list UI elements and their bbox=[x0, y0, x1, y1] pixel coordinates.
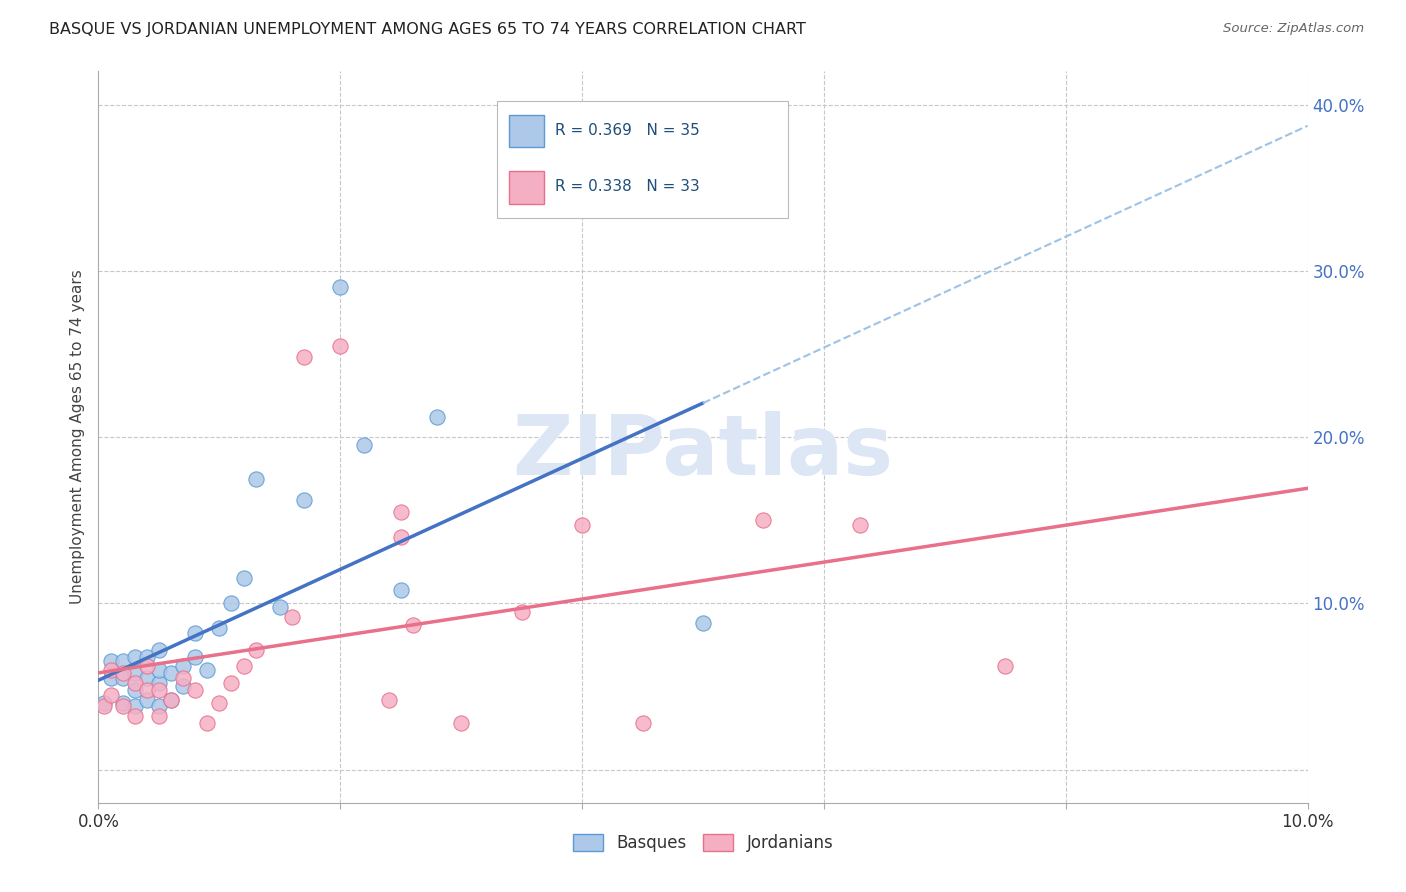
Point bbox=[172, 659, 194, 673]
Point bbox=[450, 716, 472, 731]
Point bbox=[245, 472, 267, 486]
Point bbox=[208, 621, 231, 635]
Point bbox=[148, 643, 170, 657]
Point bbox=[124, 682, 146, 697]
Point bbox=[426, 410, 449, 425]
Point bbox=[135, 671, 157, 685]
Text: ZIPatlas: ZIPatlas bbox=[513, 411, 893, 492]
Y-axis label: Unemployment Among Ages 65 to 74 years: Unemployment Among Ages 65 to 74 years bbox=[69, 269, 84, 605]
Point bbox=[292, 493, 315, 508]
Point bbox=[377, 692, 399, 706]
Point bbox=[100, 688, 122, 702]
Point bbox=[221, 596, 243, 610]
Point bbox=[93, 699, 115, 714]
Point bbox=[184, 649, 207, 664]
Point bbox=[124, 709, 146, 723]
Point bbox=[148, 682, 170, 697]
Point bbox=[124, 666, 146, 681]
Point bbox=[111, 696, 134, 710]
Point bbox=[172, 680, 194, 694]
Point bbox=[849, 518, 872, 533]
Legend: Basques, Jordanians: Basques, Jordanians bbox=[564, 825, 842, 860]
Point bbox=[195, 716, 218, 731]
Point bbox=[292, 351, 315, 365]
Point bbox=[111, 699, 134, 714]
Point bbox=[100, 671, 122, 685]
Point bbox=[571, 518, 593, 533]
Point bbox=[281, 609, 304, 624]
Point bbox=[160, 666, 183, 681]
Point bbox=[135, 692, 157, 706]
Point bbox=[135, 659, 157, 673]
Point bbox=[160, 692, 183, 706]
Point bbox=[111, 671, 134, 685]
Point bbox=[184, 626, 207, 640]
Point bbox=[111, 655, 134, 669]
Point bbox=[269, 599, 291, 614]
Point bbox=[160, 692, 183, 706]
Point bbox=[172, 671, 194, 685]
Point bbox=[100, 663, 122, 677]
Point bbox=[184, 682, 207, 697]
Point bbox=[124, 676, 146, 690]
Point bbox=[100, 655, 122, 669]
Text: BASQUE VS JORDANIAN UNEMPLOYMENT AMONG AGES 65 TO 74 YEARS CORRELATION CHART: BASQUE VS JORDANIAN UNEMPLOYMENT AMONG A… bbox=[49, 22, 806, 37]
Point bbox=[148, 709, 170, 723]
Point bbox=[111, 666, 134, 681]
Point bbox=[752, 513, 775, 527]
Point bbox=[148, 699, 170, 714]
Point bbox=[148, 676, 170, 690]
Point bbox=[232, 659, 254, 673]
Point bbox=[994, 659, 1017, 673]
Text: Source: ZipAtlas.com: Source: ZipAtlas.com bbox=[1223, 22, 1364, 36]
Point bbox=[353, 438, 375, 452]
Point bbox=[510, 605, 533, 619]
Point bbox=[389, 530, 412, 544]
Point bbox=[135, 682, 157, 697]
Point bbox=[329, 338, 352, 352]
Point bbox=[631, 716, 654, 731]
Point bbox=[329, 280, 352, 294]
Point bbox=[389, 582, 412, 597]
Point bbox=[402, 618, 425, 632]
Point bbox=[692, 616, 714, 631]
Point bbox=[124, 649, 146, 664]
Point bbox=[245, 643, 267, 657]
Point bbox=[232, 571, 254, 585]
Point bbox=[93, 696, 115, 710]
Point bbox=[148, 663, 170, 677]
Point bbox=[124, 699, 146, 714]
Point bbox=[208, 696, 231, 710]
Point bbox=[389, 505, 412, 519]
Point bbox=[221, 676, 243, 690]
Point bbox=[135, 649, 157, 664]
Point bbox=[195, 663, 218, 677]
